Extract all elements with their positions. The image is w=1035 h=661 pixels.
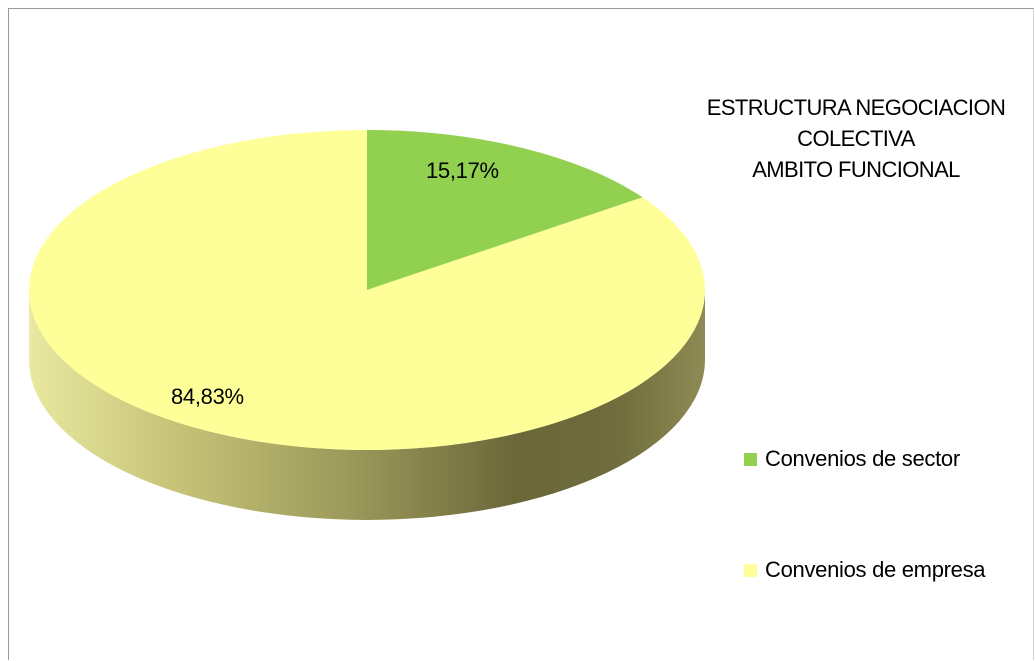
legend-swatch-convenios-de-empresa [744, 563, 757, 577]
pie-slice-convenios-de-empresa [28, 130, 706, 450]
legend-label-convenios-de-sector: Convenios de sector [765, 446, 960, 471]
pie-side-convenios-de-empresa [29, 290, 705, 520]
chart-title-line-2: COLECTIVA [797, 126, 915, 151]
legend-item-convenios-de-sector: Convenios de sector [744, 446, 960, 472]
legend-swatch-convenios-de-sector [744, 452, 757, 466]
chart-title: ESTRUCTURA NEGOCIACION COLECTIVA AMBITO … [686, 92, 1026, 185]
legend-label-convenios-de-empresa: Convenios de empresa [765, 557, 986, 582]
chart-title-line-1: ESTRUCTURA NEGOCIACION [706, 95, 1006, 120]
legend-item-convenios-de-empresa: Convenios de empresa [744, 557, 986, 583]
data-label-convenios-de-empresa: 84,83% [171, 384, 244, 409]
pie-slice-convenios-de-sector [367, 130, 643, 290]
chart-title-line-3: AMBITO FUNCIONAL [752, 157, 960, 182]
data-label-convenios-de-sector: 15,17% [426, 158, 499, 183]
